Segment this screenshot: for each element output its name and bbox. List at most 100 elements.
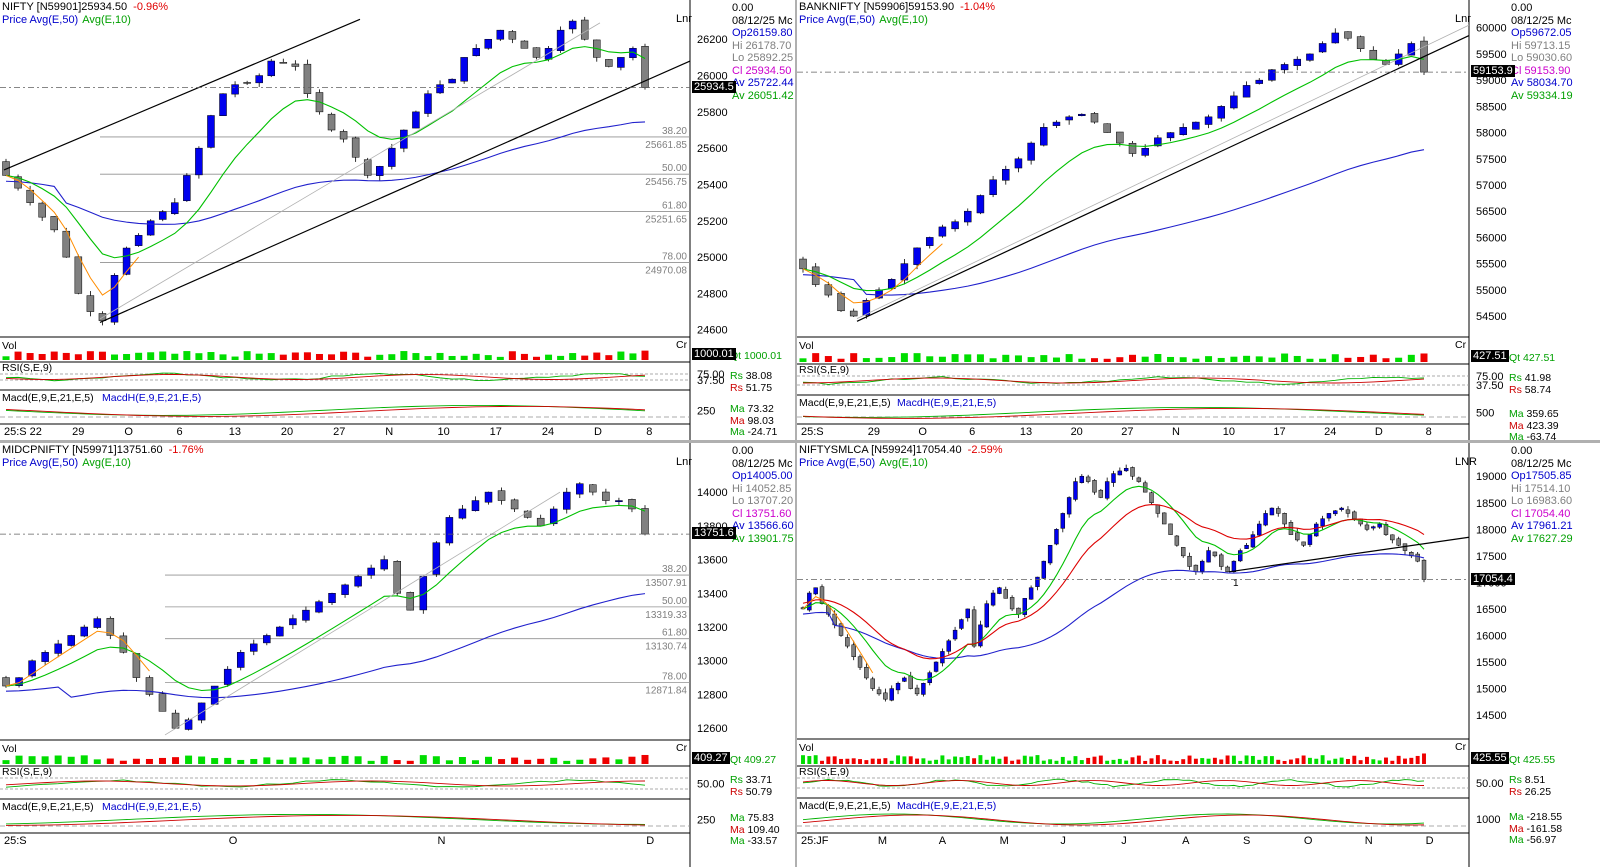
y-tick-label: 18500 [1476, 498, 1507, 510]
volume-bar [132, 758, 140, 764]
low-value: Lo 59030.60 [1511, 52, 1573, 64]
ma-value: 73.32 [744, 403, 774, 415]
candle-body [984, 603, 989, 628]
candle-body [1128, 142, 1137, 154]
volume-bar [472, 353, 480, 360]
volume-box: 1000.01 [692, 348, 736, 360]
candle-body [458, 508, 467, 519]
candle-body [990, 592, 996, 606]
volume-bar [1065, 354, 1073, 362]
banknifty-chart-panel[interactable]: 60000 59500 59000 58500 58000 57500 57000 56500… [797, 0, 1600, 440]
y-tick-label: 14000 [697, 487, 728, 499]
candle-body [460, 57, 468, 82]
volume-bar [28, 756, 36, 764]
x-axis-label: 25:JF [801, 835, 829, 847]
volume-bar [989, 358, 997, 362]
x-axis-label: 25:S [4, 835, 27, 847]
x-axis-label: 29 [72, 426, 84, 438]
chart-canvas[interactable]: 1400013800136001340013200130001280012600… [0, 443, 795, 867]
volume-bar [198, 756, 206, 764]
open-value: Op14005.00 [732, 470, 793, 482]
candle-body [536, 517, 545, 527]
volume-bar [1014, 355, 1022, 362]
volume-bar [98, 351, 106, 360]
volume-bar [889, 760, 894, 764]
volume-bar [328, 354, 336, 360]
x-axis-label: 10 [437, 426, 449, 438]
volume-bar [532, 356, 540, 360]
x-axis-label: D [1375, 426, 1383, 438]
open-value: Op26159.80 [732, 27, 793, 39]
indicator-legend: Price Avg(E,50) Avg(E,10) [799, 457, 928, 469]
chart-canvas[interactable]: 1900018500180001750017000165001600015500… [797, 443, 1600, 867]
ma-value: -218.55 [1523, 811, 1563, 823]
legend-avg50: Avg(E,50) [824, 14, 876, 26]
volume-bar [1155, 755, 1160, 764]
candle-body [602, 491, 610, 501]
candle-body [484, 491, 493, 503]
chart-canvas[interactable]: 60000 59500 59000 58500 58000 57500 57000 56500… [797, 0, 1600, 440]
candle-body [976, 195, 985, 214]
ma-label: Ma [730, 812, 745, 824]
last-price-box: 17054.4 [1471, 572, 1515, 585]
candle-body [938, 226, 947, 237]
candle-body [122, 247, 131, 275]
volume-bar [1217, 357, 1225, 362]
macd-value: Ma 75.83 [730, 812, 780, 825]
candle-body [279, 62, 288, 64]
candle-body [1396, 538, 1401, 546]
chart-canvas[interactable]: 26200 26000 25800 25600 25400 25200 25000 24800… [0, 0, 795, 440]
scale-type-label: LNR [1455, 456, 1478, 468]
last-price-box: 59153.9 [1471, 65, 1515, 78]
candle-body [158, 211, 167, 220]
volume-bar [1092, 756, 1097, 764]
candle-body [184, 719, 193, 730]
symbol-header: NIFTYSMLCA [N59924]17054.40 -2.59% [799, 444, 1003, 456]
change-percent: -1.04% [960, 1, 995, 13]
x-axis-label: 6 [969, 426, 975, 438]
x-axis-label: M [1000, 835, 1009, 847]
rs-label: Rs [730, 774, 743, 786]
ma-value: -161.58 [1523, 822, 1563, 835]
candle-body [1231, 560, 1237, 572]
vol-label: Vol [2, 743, 17, 755]
open-value: Op59672.05 [1511, 27, 1572, 39]
candle-body [74, 256, 83, 294]
volume-bar [185, 755, 193, 764]
candle-body [243, 82, 251, 84]
fib-value-label: 24970.08 [645, 266, 687, 277]
volume-bar [1067, 760, 1072, 764]
volume-bar [1105, 760, 1110, 764]
x-axis-label: 8 [646, 426, 652, 438]
midcpnifty-chart-panel[interactable]: 1400013800136001340013200130001280012600… [0, 443, 795, 867]
rs-value: 33.71 [742, 774, 773, 786]
volume-bar [875, 357, 883, 362]
y-tick-label: 15500 [1476, 657, 1507, 669]
candle-body [1052, 121, 1061, 126]
volume-bar [376, 354, 384, 360]
ohlc-readout: 0.00 08/12/25 Mc Op26159.80 Hi 26178.70 Lo 2… [732, 2, 794, 102]
volume-bar [1154, 354, 1162, 362]
volume-bar [2, 760, 10, 764]
x-axis-label: 29 [868, 426, 880, 438]
volume-bar [224, 757, 232, 764]
lower-channel-line [99, 60, 691, 324]
fib-value-label: 13507.91 [645, 578, 687, 589]
x-axis-label: 20 [281, 426, 293, 438]
ma-label: Ma [1509, 834, 1524, 846]
volume-bar [1293, 355, 1301, 362]
y-tick-label: 55000 [1476, 285, 1507, 297]
volume-bar [111, 354, 119, 360]
volume-bar [1090, 358, 1098, 362]
ma-value: -56.97 [1523, 834, 1557, 846]
niftysmlca-chart-panel[interactable]: 1900018500180001750017000165001600015500… [797, 443, 1600, 867]
volume-bar [302, 757, 310, 764]
high-value: Hi 14052.85 [732, 482, 792, 495]
volume-bar [1230, 356, 1238, 362]
volume-bar [1255, 356, 1263, 362]
avg50-value: Av 25722.44 [732, 77, 794, 89]
volume-bar [54, 755, 62, 764]
ma-label: Ma [730, 403, 745, 415]
nifty-chart-panel[interactable]: 26200 26000 25800 25600 25400 25200 25000 24800… [0, 0, 795, 440]
candle-body [1117, 470, 1123, 476]
